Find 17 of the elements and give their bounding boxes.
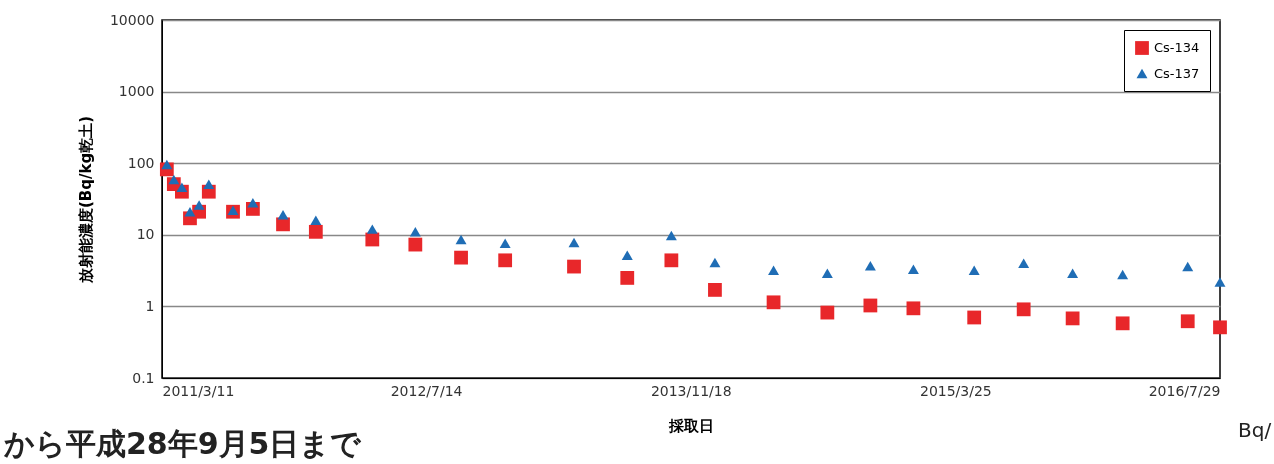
y-tick-label: 0.1 — [132, 369, 155, 386]
y-tick-label: 10000 — [109, 11, 155, 28]
x-tick-label: 2015/3/25 — [919, 382, 992, 399]
y-tick-label: 1 — [145, 297, 155, 314]
y-tick-label: 100 — [127, 154, 155, 171]
text: から平成28年9月5日まで — [4, 425, 362, 463]
legend-label: Cs-137 — [1154, 65, 1200, 81]
x-axis-title: 採取日 — [668, 416, 714, 435]
x-tick-label: 2011/3/11 — [162, 382, 235, 399]
y-tick-label: 10 — [136, 226, 155, 243]
y-tick-label: 1000 — [118, 83, 155, 100]
x-tick-label: 2013/11/18 — [650, 382, 732, 399]
y-axis-title: 放射能濃度(Bq/kg乾土) — [76, 115, 95, 285]
x-tick-label: 2012/7/14 — [390, 382, 463, 399]
legend-label: Cs-134 — [1154, 40, 1200, 55]
text: Bq/ — [1238, 418, 1272, 442]
x-tick-label: 2016/7/29 — [1148, 382, 1221, 399]
